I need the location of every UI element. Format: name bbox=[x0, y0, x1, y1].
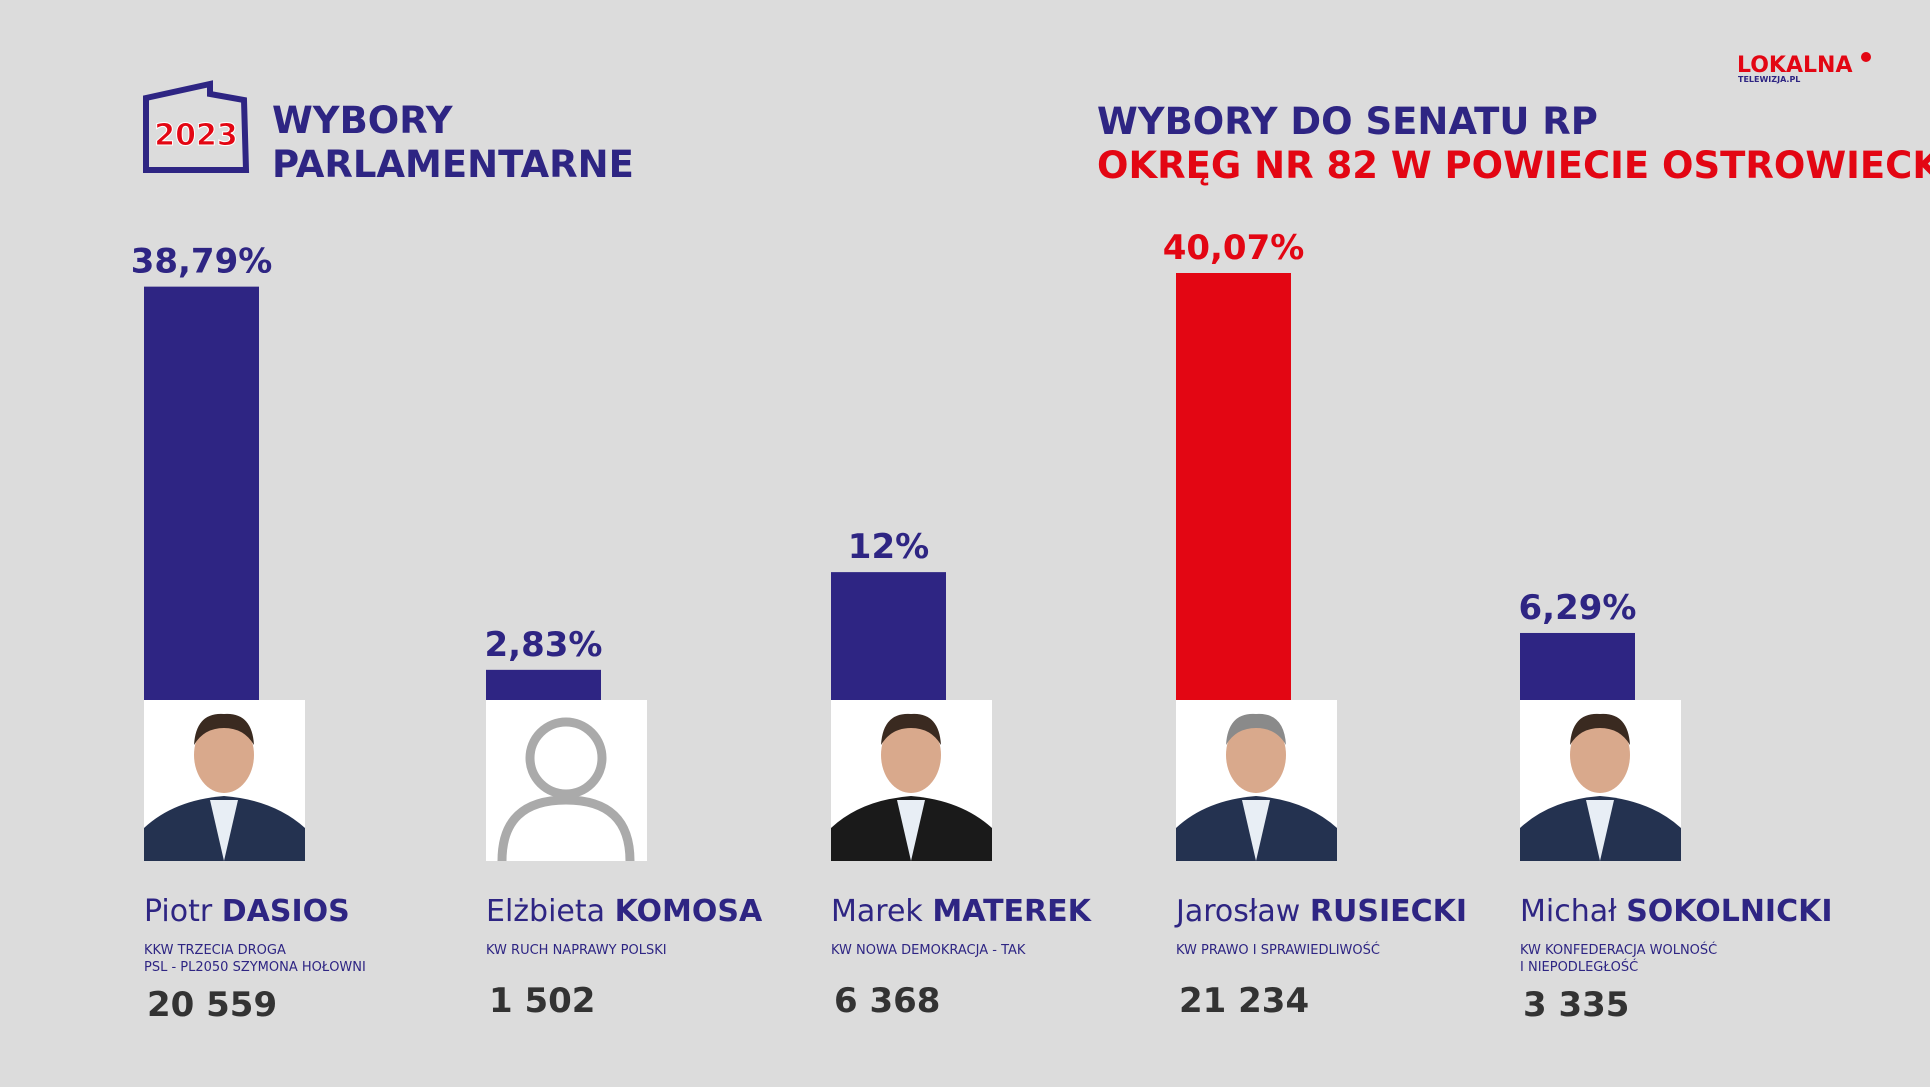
last-name: DASIOS bbox=[222, 894, 350, 929]
bar bbox=[1520, 632, 1635, 700]
value-label: 12% bbox=[848, 527, 929, 567]
logo-year: 2023 bbox=[154, 118, 238, 153]
chart-subtitle: OKRĘG NR 82 W POWIECIE OSTROWIECKIM bbox=[1097, 144, 1930, 187]
portrait-shirt bbox=[210, 800, 238, 861]
candidate-name: Piotr DASIOS bbox=[144, 894, 350, 929]
portrait-shirt bbox=[897, 800, 925, 861]
candidate-name: Michał SOKOLNICKI bbox=[1520, 894, 1833, 929]
photo bbox=[486, 700, 647, 861]
avatar-head bbox=[525, 717, 607, 799]
portrait-hair bbox=[1226, 713, 1286, 745]
brand-dot bbox=[1861, 52, 1871, 62]
space bbox=[1617, 894, 1627, 929]
logo-2023: 2023 bbox=[143, 80, 250, 173]
portrait-hair bbox=[194, 713, 254, 745]
portrait-hair bbox=[1570, 713, 1630, 745]
portrait-shirt bbox=[1586, 800, 1614, 861]
brand-sub: TELEWIZJA.PL bbox=[1738, 75, 1800, 84]
event-line: WYBORY bbox=[272, 99, 454, 142]
votes: 1 502 bbox=[489, 981, 595, 1021]
candidate-name: Jarosław RUSIECKI bbox=[1174, 894, 1467, 929]
first-name: Marek bbox=[831, 894, 923, 929]
bar bbox=[486, 669, 601, 700]
first-name: Elżbieta bbox=[486, 894, 605, 929]
brand: LOKALNA bbox=[1737, 53, 1852, 78]
portrait-head bbox=[1226, 717, 1286, 793]
portrait-head bbox=[194, 717, 254, 793]
committee: KKW TRZECIA DROGA bbox=[144, 943, 286, 958]
candidate-name: Elżbieta KOMOSA bbox=[486, 894, 763, 929]
logo-outline bbox=[143, 80, 250, 173]
space bbox=[923, 894, 933, 929]
space bbox=[212, 894, 222, 929]
last-name: SOKOLNICKI bbox=[1626, 894, 1832, 929]
committee: KW RUCH NAPRAWY POLSKI bbox=[486, 943, 667, 958]
votes: 6 368 bbox=[834, 981, 940, 1021]
first-name: Jarosław bbox=[1174, 894, 1300, 929]
candidate-name: Marek MATEREK bbox=[831, 894, 1093, 929]
chart-title: WYBORY DO SENATU RP bbox=[1097, 100, 1598, 143]
portrait-head bbox=[1570, 717, 1630, 793]
portrait-head bbox=[881, 717, 941, 793]
votes: 21 234 bbox=[1179, 981, 1309, 1021]
portrait-shirt bbox=[1242, 800, 1270, 861]
committee: I NIEPODLEGŁOŚĆ bbox=[1520, 959, 1638, 975]
value-label: 40,07% bbox=[1163, 228, 1305, 268]
committee: KW KONFEDERACJA WOLNOŚĆ bbox=[1520, 942, 1717, 958]
first-name: Michał bbox=[1520, 894, 1617, 929]
columns: 38,79% Piotr DASIOS KKW TRZECIA DROGA PSL -… bbox=[131, 228, 1833, 1025]
committee: KW PRAWO I SPRAWIEDLIWOŚĆ bbox=[1176, 942, 1380, 958]
value-label: 38,79% bbox=[131, 242, 273, 282]
committee: PSL - PL2050 SZYMONA HOŁOWNI bbox=[144, 960, 366, 975]
bar bbox=[831, 572, 946, 700]
value-label: 2,83% bbox=[485, 625, 603, 665]
value-label: 6,29% bbox=[1519, 588, 1637, 628]
last-name: RUSIECKI bbox=[1310, 894, 1467, 929]
votes: 3 335 bbox=[1523, 985, 1629, 1025]
space bbox=[1300, 894, 1310, 929]
last-name: KOMOSA bbox=[615, 894, 763, 929]
avatar-body bbox=[497, 795, 635, 862]
portrait-hair bbox=[881, 713, 941, 745]
last-name: MATEREK bbox=[932, 894, 1092, 929]
bar bbox=[1176, 273, 1291, 700]
event-line: PARLAMENTARNE bbox=[272, 143, 634, 186]
bar bbox=[144, 286, 259, 700]
first-name: Piotr bbox=[144, 894, 213, 929]
votes: 20 559 bbox=[147, 985, 277, 1025]
space bbox=[605, 894, 615, 929]
committee: KW NOWA DEMOKRACJA - TAK bbox=[831, 943, 1026, 958]
